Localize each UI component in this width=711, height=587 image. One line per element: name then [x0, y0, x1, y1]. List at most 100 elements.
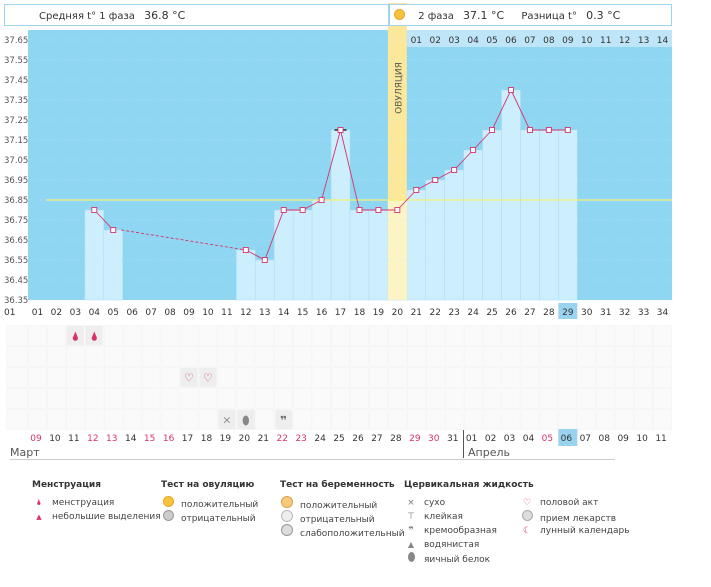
temp-point [337, 127, 344, 133]
diff-label: Разница t° [521, 11, 577, 22]
cycle-day-label: 18 [354, 308, 366, 318]
symptom-cell [634, 367, 653, 388]
symptom-cell [350, 409, 369, 430]
symptom-cell [236, 367, 256, 388]
symptom-cell [426, 325, 445, 346]
phase2-day-label: 06 [505, 36, 517, 46]
pill-icon [520, 510, 534, 526]
ovulation-sun-icon [394, 9, 405, 20]
symptom-cell [369, 325, 388, 346]
date-label: 16 [163, 434, 175, 444]
symptom-cell [160, 346, 180, 367]
symptom-cell [198, 388, 218, 409]
legend-item: отрицательный [300, 515, 375, 525]
symptom-cell [141, 409, 161, 430]
temp-line-segment [264, 209, 285, 261]
cycle-day-label: 01 [32, 308, 43, 318]
legend-title: Тест на беременность [280, 480, 395, 490]
symptom-cell [331, 388, 350, 409]
date-label: 11 [655, 434, 666, 444]
symptom-cell [539, 325, 559, 346]
date-label: 10 [636, 434, 648, 444]
symptom-cell [463, 388, 483, 409]
temp-bar [539, 129, 559, 301]
symptom-cell [520, 346, 540, 367]
phase2-day-label: 02 [430, 36, 441, 46]
symptom-cell [444, 346, 464, 367]
symptom-cell [444, 367, 464, 388]
symptom-cell [85, 388, 104, 409]
temp-point [261, 257, 268, 263]
symptom-cell [350, 346, 369, 367]
symptom-cell [369, 388, 388, 409]
symptom-cell [66, 346, 85, 367]
symptom-cell [47, 325, 66, 346]
symptom-cell [426, 388, 445, 409]
symptom-cell [407, 367, 426, 388]
date-label: 27 [371, 434, 382, 444]
symptom-cell [350, 388, 369, 409]
phase2-day-label: 05 [486, 36, 497, 46]
symptom-cell [198, 325, 218, 346]
symptom-cell [615, 367, 634, 388]
y-tick-label: 36.85 [4, 196, 28, 206]
symptom-cell [426, 409, 445, 430]
cycle-day-label: 19 [373, 308, 385, 318]
legend-item: отрицательный [181, 514, 256, 524]
temp-line-segment [93, 209, 114, 231]
symptom-cell [293, 388, 312, 409]
phase2-day-label: 12 [619, 36, 630, 46]
symptom-cell [274, 346, 293, 367]
phase2-day-label: 04 [467, 36, 479, 46]
symptom-cell [634, 388, 653, 409]
cycle-day-label: 32 [619, 308, 630, 318]
cycle-day-label: 08 [164, 308, 176, 318]
symptom-cell [293, 325, 312, 346]
temp-point [242, 247, 249, 253]
symptom-cell [141, 367, 161, 388]
symptom-cell [615, 388, 634, 409]
date-label: 10 [49, 434, 61, 444]
symptom-cell [47, 346, 66, 367]
symptom-cell [596, 388, 615, 409]
date-label: 03 [504, 434, 515, 444]
cycle-day-label: 14 [278, 308, 290, 318]
symptom-cell [28, 367, 47, 388]
symptom-cell [255, 409, 274, 430]
legend-title: Менструация [32, 480, 101, 490]
symptom-cell [160, 325, 180, 346]
cycle-day-label: 24 [467, 308, 479, 318]
phase2-day-label: 08 [543, 36, 555, 46]
temp-line-segment [340, 129, 360, 211]
symptom-cell [577, 325, 596, 346]
cycle-day-label: 22 [430, 308, 441, 318]
date-label: 21 [258, 434, 269, 444]
legend-item: половой акт [540, 498, 599, 508]
legend-title: Тест на овуляцию [161, 480, 255, 490]
symptom-cell [141, 325, 161, 346]
symptom-marker-cell [218, 410, 236, 429]
ovulation-label: ОВУЛЯЦИЯ [394, 62, 404, 114]
temp-bar [520, 129, 540, 301]
symptom-cell [369, 367, 388, 388]
month-divider [463, 430, 464, 458]
legend-other: ♡ половой акт прием лекарств ☾ лунный кале… [520, 480, 630, 538]
temp-bar [463, 149, 483, 301]
phase2-day-label: 11 [600, 36, 611, 46]
temp-bar [482, 129, 502, 301]
symptom-cell [104, 325, 123, 346]
phase2-day-label: 14 [657, 36, 669, 46]
symptom-cell [47, 409, 66, 430]
date-label: 04 [523, 434, 535, 444]
symptom-cell [539, 367, 559, 388]
moon-icon: ☾ [522, 526, 532, 536]
symptom-cell [179, 346, 199, 367]
symptom-cell [312, 367, 331, 388]
date-label: 24 [314, 434, 326, 444]
date-label: 23 [295, 434, 306, 444]
date-label: 07 [580, 434, 591, 444]
symptom-cell [85, 367, 104, 388]
symptom-cell [653, 388, 672, 409]
ovulation-positive-icon [161, 496, 175, 512]
symptom-cell [577, 367, 596, 388]
